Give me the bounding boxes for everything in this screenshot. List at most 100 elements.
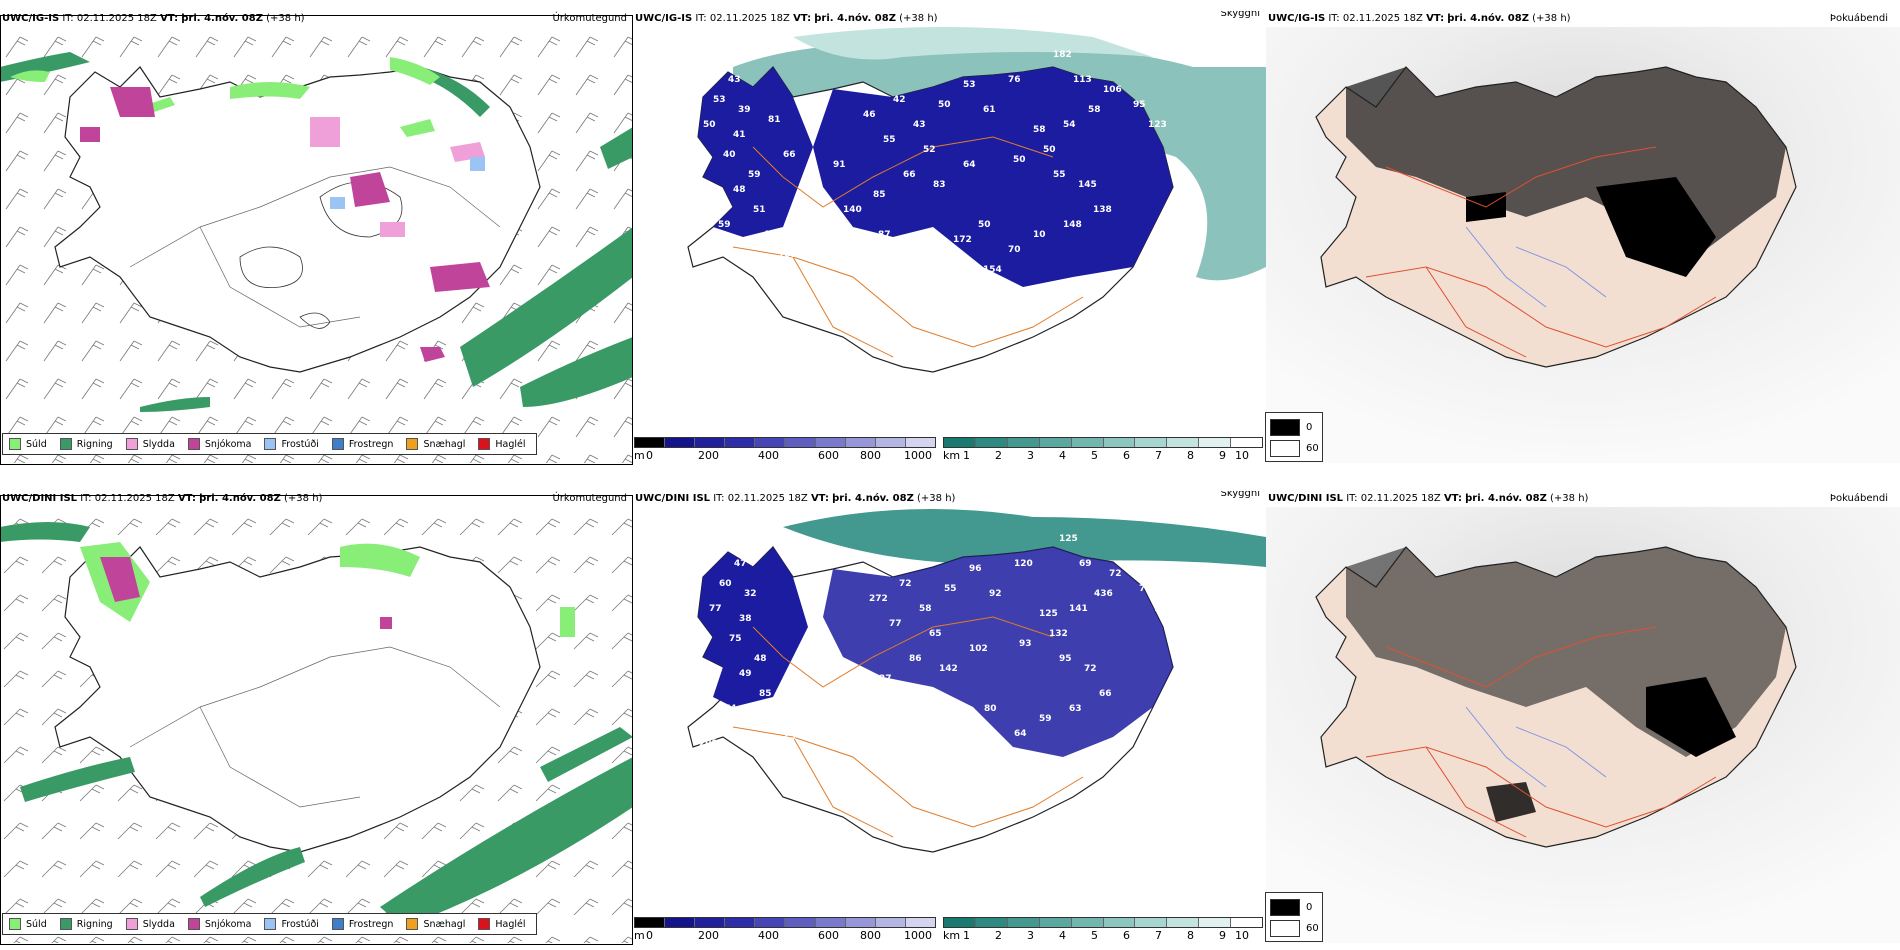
colorbar-unit: km — [943, 929, 961, 942]
precip-type-legend: Súld Rigning Slydda Snjókoma Frostúði Fr… — [2, 433, 537, 455]
precip-map — [0, 27, 633, 463]
tick-2: 2 — [995, 449, 1002, 462]
cloud-base-map-svg: 4353395041405948515940101534655424352505… — [687, 27, 1266, 373]
legend-swatch — [406, 918, 419, 930]
fog-legend-row-60: 60 — [1270, 440, 1319, 457]
colorbar-box — [664, 918, 695, 927]
legend-swatch — [331, 918, 344, 930]
cloud-base-label: 50 — [703, 120, 716, 130]
tick-5: 5 — [1091, 449, 1098, 462]
cloud-visibility-panel-2: UWC/DINI ISL IT: 02.11.2025 18Z VT: þri.… — [633, 491, 1266, 943]
cloud-base-label: 138 — [1093, 205, 1112, 215]
cloud-base-label: 120 — [823, 230, 842, 240]
cloud-base-label: 87 — [878, 230, 891, 240]
cloud-base-label: 85 — [873, 190, 886, 200]
cloud-base-label: 61 — [983, 105, 996, 115]
colorbar-boxes — [634, 437, 936, 448]
colorbar-box — [1166, 438, 1199, 447]
valid-label: VT: — [177, 493, 196, 504]
colorbar-ticks: km 1 2 3 4 5 6 7 8 9 10 — [943, 448, 1263, 462]
legend-item-freezing-drizzle: Frostúði — [264, 918, 319, 930]
valid-label: VT: — [793, 13, 812, 24]
cloud-base-label: 52 — [923, 145, 936, 155]
cloud-base-map: 47 60 32 77 38 75 48 49 85 74 45 67 208 272 77 72 58 65 55… — [633, 507, 1266, 943]
cloud-base-label: 55 — [883, 135, 896, 145]
colorbar-ticks: m 0 200 400 600 800 1000 — [634, 448, 936, 462]
legend-item-hail: Haglél — [478, 438, 526, 450]
cloud-base-label: 123 — [1148, 120, 1167, 130]
colorbar-box — [1134, 438, 1167, 447]
cloud-base-label: 54 — [1063, 120, 1076, 130]
cloud-base-label: 436 — [1094, 589, 1113, 599]
fog-legend-row-60: 60 — [1270, 920, 1319, 937]
legend-item-drizzle: Súld — [9, 438, 47, 450]
model-name: UWC/IG-IS — [2, 13, 60, 24]
cloud-base-label: 40 — [763, 230, 776, 240]
rain-areas — [0, 522, 633, 927]
cloud-base-label: 272 — [869, 594, 888, 604]
colorbar-box — [1198, 438, 1231, 447]
cloud-base-label: 27 — [879, 674, 892, 684]
visibility-colorbar-1: km 1 2 3 4 5 6 7 8 9 10 — [943, 437, 1263, 463]
legend-swatch — [187, 438, 200, 450]
legend-item-rain: Rigning — [59, 918, 113, 930]
tick-8: 8 — [1187, 929, 1194, 942]
cloud-base-label: 91 — [833, 160, 846, 170]
init-label: IT: — [1328, 13, 1340, 24]
cloud-base-label: 53 — [713, 95, 726, 105]
cloud-base-label: 140 — [843, 205, 862, 215]
cloud-base-label: 45 — [769, 714, 782, 724]
cloud-base-label: 50 — [1043, 145, 1056, 155]
panel-header: UWC/DINI ISL IT: 02.11.2025 18Z VT: þri.… — [633, 491, 1266, 507]
cloud-base-label: 106 — [1103, 85, 1122, 95]
valid-label: VT: — [1426, 13, 1445, 24]
cloud-base-map: 43 53 39 50 41 40 59 48 51 59 40 101 53 46 55 42 43 52 50 5… — [633, 27, 1266, 463]
colorbar-box — [1166, 918, 1199, 927]
low-cloud-areas — [698, 67, 1173, 287]
legend-swatch — [264, 438, 277, 450]
colorbar-box — [1230, 438, 1263, 447]
tick-1: 1 — [963, 929, 970, 942]
legend-swatch — [406, 438, 419, 450]
colorbar-box — [1198, 918, 1231, 927]
cloud-base-label: 72 — [1109, 569, 1122, 579]
cloud-base-label: 96 — [969, 564, 982, 574]
cloud-base-label: 67 — [784, 734, 797, 744]
colorbar-box — [1070, 918, 1103, 927]
colorbar-box — [974, 438, 1007, 447]
panel-title: Úrkomutegund — [550, 11, 629, 27]
cloud-base-label: 182 — [1053, 50, 1072, 60]
cloud-base-label: 172 — [953, 235, 972, 245]
colorbar-box — [844, 438, 875, 447]
tick-4: 4 — [1059, 449, 1066, 462]
legend-item-freezing-drizzle: Frostúði — [264, 438, 319, 450]
cloud-base-label: 53 — [963, 80, 976, 90]
fog-swatch — [1270, 920, 1300, 937]
valid-time: þri. 4.nóv. 08Z — [814, 13, 896, 24]
cloud-base-label: 59 — [748, 170, 761, 180]
visibility-shading-light — [793, 27, 1153, 60]
cloud-base-label: 83 — [933, 180, 946, 190]
cloud-base-label: 39 — [738, 105, 751, 115]
cloud-base-label: 70 — [1008, 245, 1021, 255]
precip-map-svg — [0, 507, 633, 943]
tick-8: 8 — [1187, 449, 1194, 462]
tick-600: 600 — [818, 449, 839, 462]
colorbar-box — [904, 438, 935, 447]
rivers-lines — [1465, 226, 1607, 308]
tick-7: 7 — [1155, 449, 1162, 462]
valid-time: þri. 4.nóv. 08Z — [832, 493, 914, 504]
init-label: IT: — [695, 13, 707, 24]
lead-time: (+38 h) — [899, 13, 938, 24]
legend-swatch — [125, 918, 138, 930]
legend-item-snow-pellets: Snæhagl — [406, 438, 465, 450]
legend-item-sleet: Slydda — [125, 438, 175, 450]
colorbar-box — [974, 918, 1007, 927]
visibility-shading — [783, 509, 1266, 567]
cloud-base-label: 50 — [938, 100, 951, 110]
legend-item-sleet: Slydda — [125, 918, 175, 930]
panel-title: Úrkomutegund — [550, 491, 629, 507]
cloud-base-label: 93 — [1019, 639, 1032, 649]
legend-item-snow: Snjókoma — [187, 918, 251, 930]
